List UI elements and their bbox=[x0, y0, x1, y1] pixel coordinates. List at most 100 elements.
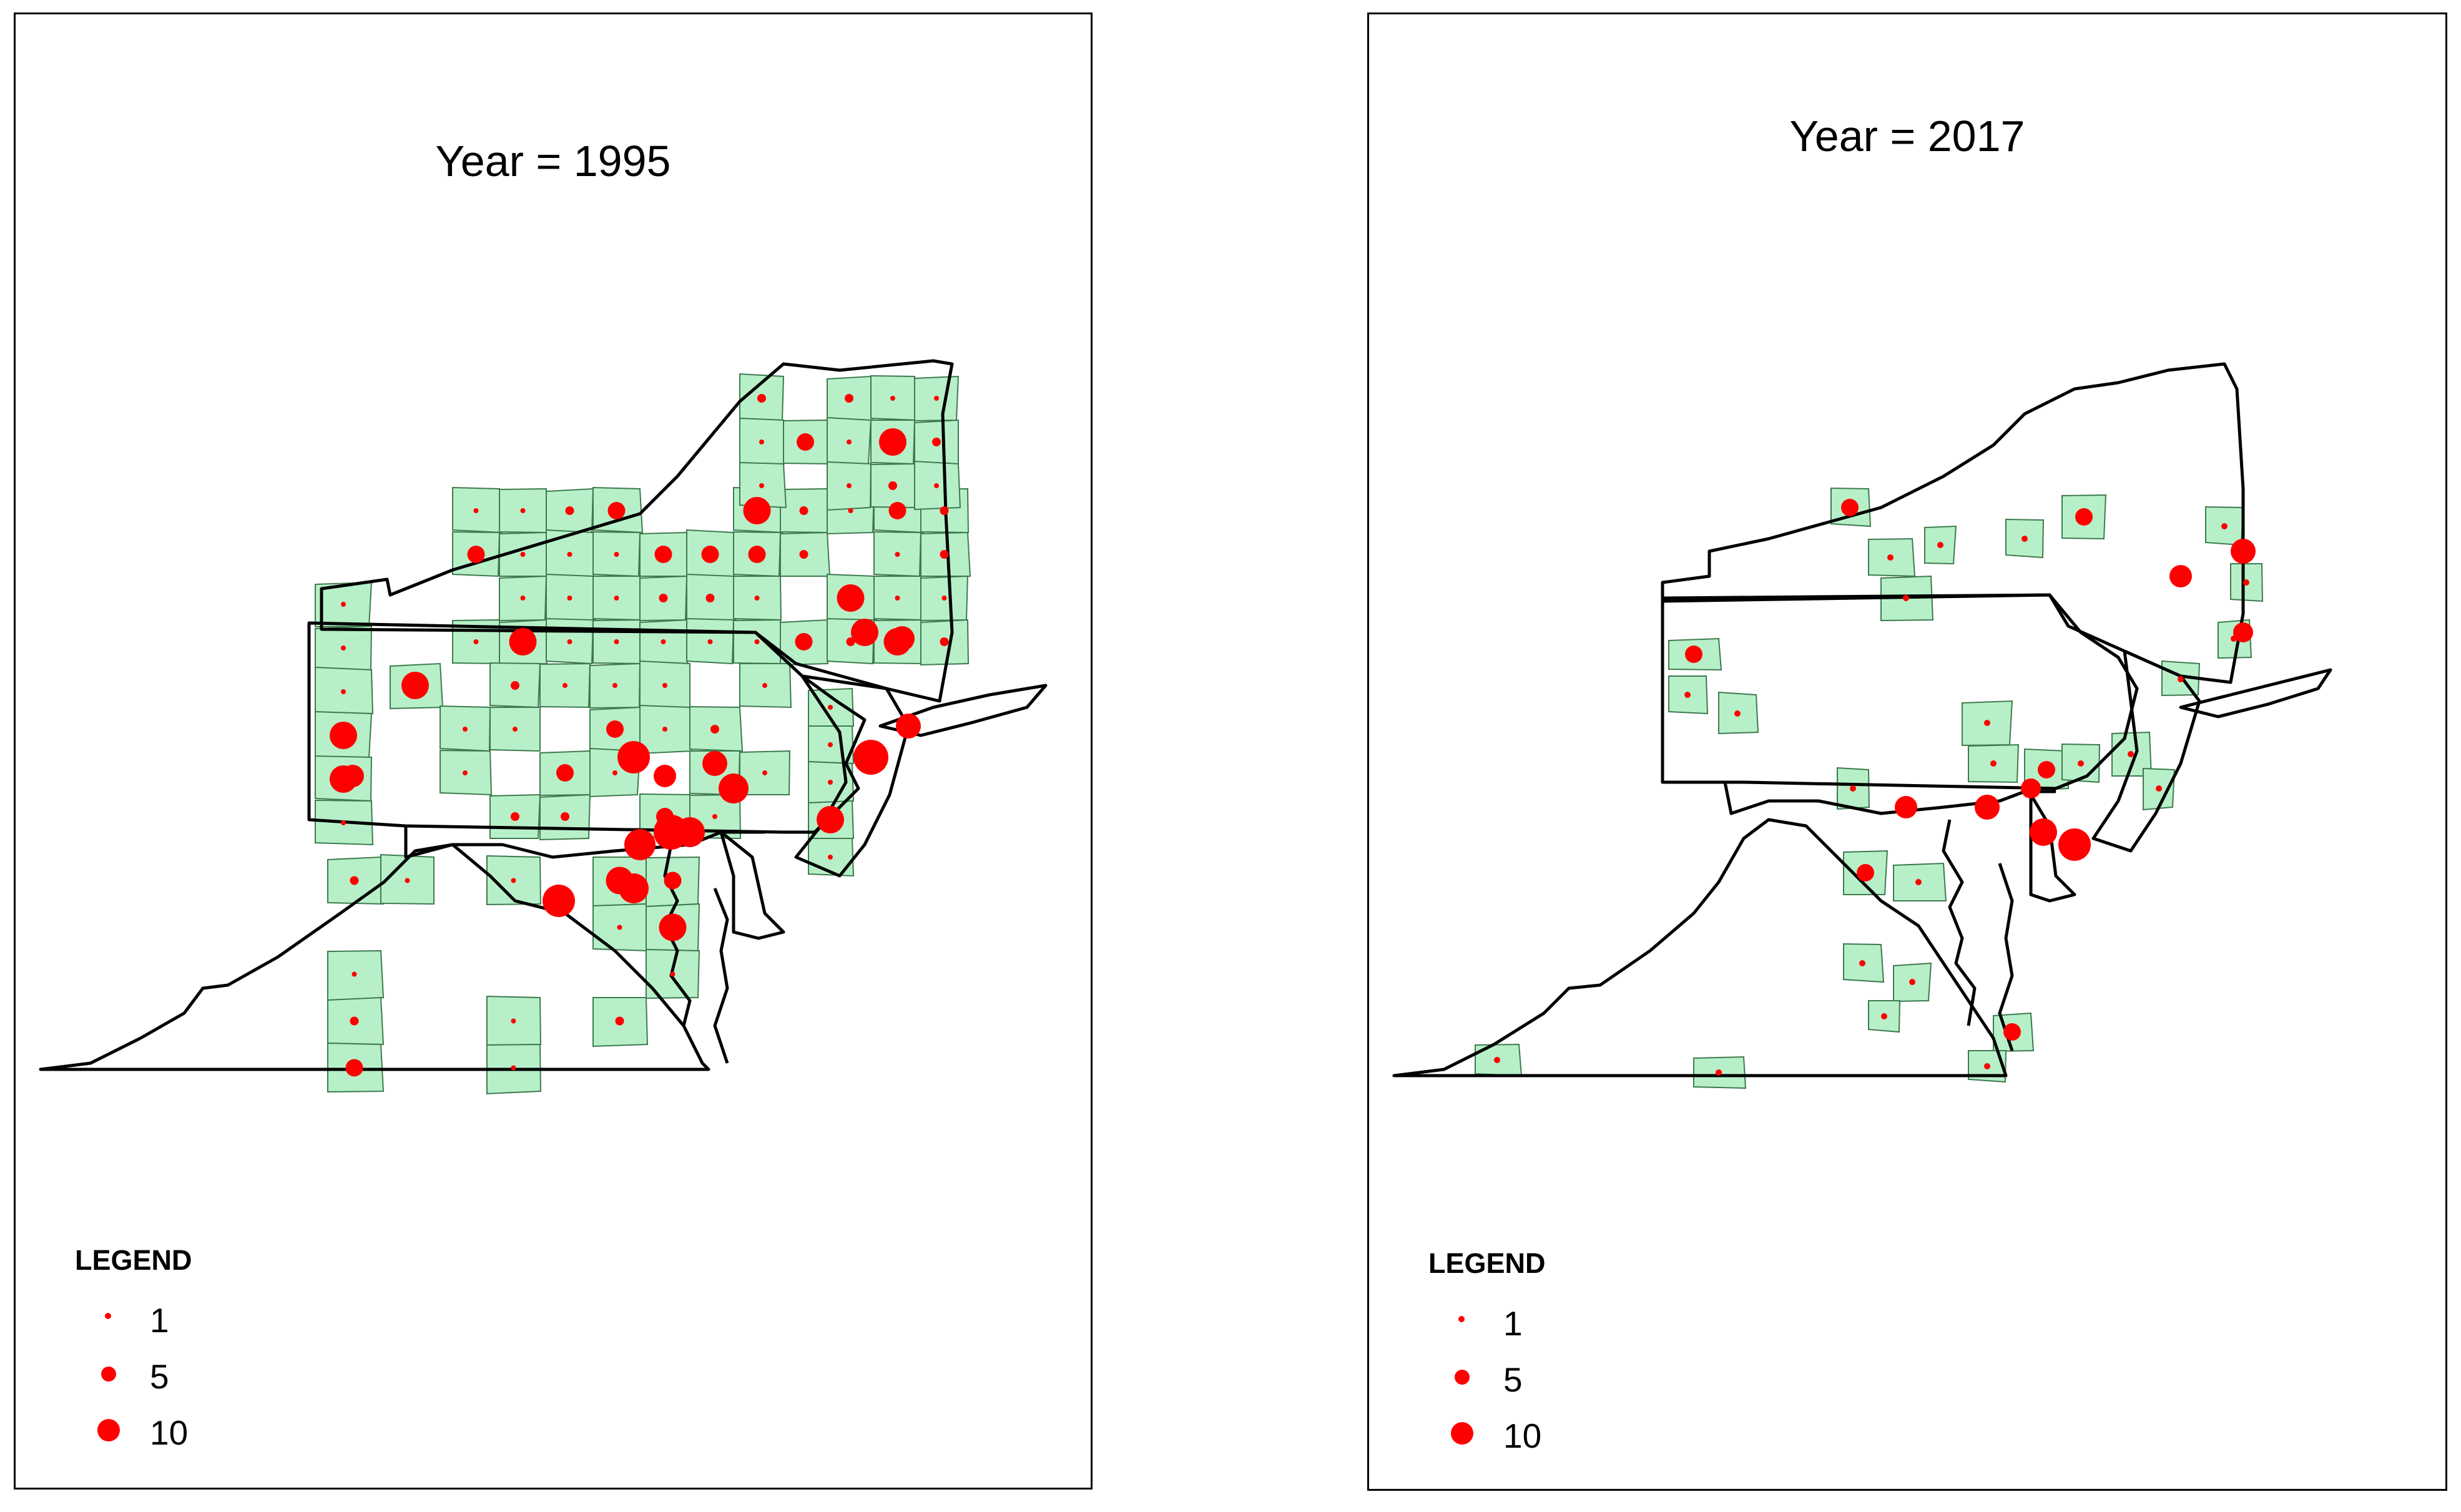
count-dot bbox=[556, 764, 574, 782]
state-outline-virginia bbox=[39, 843, 710, 1071]
count-dot bbox=[567, 596, 572, 601]
count-dot bbox=[520, 596, 526, 601]
count-dot bbox=[828, 780, 833, 785]
count-dot bbox=[1915, 879, 1922, 885]
count-dot bbox=[853, 740, 888, 775]
count-dot bbox=[848, 508, 853, 513]
legend: LEGEND 1 5 10 bbox=[1428, 1247, 1546, 1466]
count-dot bbox=[932, 438, 941, 446]
count-dot bbox=[659, 594, 668, 602]
count-dot bbox=[879, 428, 906, 456]
count-dot bbox=[2075, 508, 2093, 526]
count-dot bbox=[654, 765, 676, 787]
count-dot bbox=[1990, 760, 1997, 767]
count-dot bbox=[670, 971, 675, 977]
state-outline-long-island bbox=[878, 684, 1048, 737]
count-dot bbox=[2021, 536, 2028, 542]
legend-dot-icon bbox=[105, 1313, 111, 1319]
count-dot bbox=[612, 770, 617, 775]
count-dot bbox=[617, 741, 650, 773]
count-dot bbox=[624, 829, 656, 860]
count-dot bbox=[1984, 720, 1990, 726]
legend-dot-icon bbox=[1458, 1316, 1465, 1322]
count-dot bbox=[1895, 796, 1917, 818]
count-dot bbox=[2221, 523, 2228, 529]
state-outline-delaware bbox=[719, 830, 785, 940]
count-dot bbox=[896, 714, 921, 739]
count-dot bbox=[659, 913, 687, 941]
count-dot bbox=[1859, 960, 1865, 966]
count-dot bbox=[405, 878, 410, 883]
count-dot bbox=[817, 806, 844, 833]
legend-label: 5 bbox=[150, 1357, 169, 1396]
count-dot bbox=[1903, 595, 1909, 601]
count-dot bbox=[350, 876, 359, 885]
count-dot bbox=[617, 925, 622, 930]
count-dot bbox=[615, 1016, 624, 1026]
count-dot bbox=[759, 439, 764, 444]
count-dot bbox=[513, 727, 518, 732]
count-dot bbox=[940, 550, 949, 559]
legend-dot-icon bbox=[97, 1419, 120, 1441]
chesapeake-coastline bbox=[1942, 819, 2014, 1051]
legend-dot-icon bbox=[1451, 1422, 1473, 1445]
state-outline-new-jersey bbox=[2091, 649, 2201, 853]
region-map bbox=[39, 359, 1048, 1095]
count-dot bbox=[1685, 646, 1702, 663]
count-dot bbox=[2233, 622, 2253, 642]
count-dot bbox=[895, 552, 900, 557]
count-dot bbox=[1975, 795, 2000, 820]
legend-item: 10 bbox=[75, 1406, 192, 1463]
count-dot bbox=[511, 1065, 516, 1071]
count-dot bbox=[743, 497, 771, 524]
count-dot bbox=[2156, 785, 2162, 792]
count-dot bbox=[614, 639, 619, 644]
count-dot bbox=[1494, 1057, 1500, 1063]
legend-title: LEGEND bbox=[75, 1244, 192, 1276]
count-dot bbox=[520, 552, 526, 557]
legend-item: 1 bbox=[75, 1294, 192, 1350]
count-dot bbox=[567, 552, 572, 557]
state-outline-new-york bbox=[1661, 362, 2245, 684]
count-dot bbox=[662, 683, 667, 688]
count-dot bbox=[1881, 1013, 1887, 1019]
state-outline-pennsylvania bbox=[307, 621, 867, 834]
region-map bbox=[1392, 362, 2332, 1089]
count-dot bbox=[707, 639, 713, 644]
count-dot bbox=[705, 594, 715, 602]
count-dot bbox=[561, 812, 569, 821]
count-dot bbox=[614, 596, 619, 601]
count-dot bbox=[934, 483, 939, 488]
count-dot bbox=[940, 506, 949, 515]
count-dot bbox=[619, 873, 649, 903]
legend-item: 10 bbox=[1428, 1410, 1546, 1466]
count-dot bbox=[890, 626, 915, 651]
count-dot bbox=[1887, 554, 1894, 561]
count-dot bbox=[565, 506, 574, 515]
count-dot bbox=[351, 971, 357, 977]
state-boundaries bbox=[1392, 362, 2332, 1078]
county-layer bbox=[1475, 487, 2264, 1089]
count-dot bbox=[606, 720, 624, 738]
count-dot bbox=[934, 396, 939, 401]
count-dot bbox=[762, 683, 767, 688]
count-dot bbox=[828, 705, 833, 710]
legend-dot-icon bbox=[1455, 1370, 1470, 1385]
count-dot bbox=[1850, 785, 1856, 792]
count-dot bbox=[702, 751, 727, 776]
count-dot bbox=[341, 646, 346, 650]
count-dot bbox=[341, 602, 346, 607]
count-dot bbox=[828, 855, 833, 860]
dot-layer bbox=[330, 394, 949, 1077]
count-dot bbox=[2030, 818, 2057, 846]
count-dot bbox=[661, 639, 666, 644]
count-dot bbox=[614, 552, 619, 557]
count-dot bbox=[847, 439, 852, 444]
count-dot bbox=[2078, 760, 2084, 767]
state-outline-new-york bbox=[320, 359, 954, 703]
legend-title: LEGEND bbox=[1428, 1247, 1546, 1279]
count-dot bbox=[851, 619, 878, 646]
map-panel-2017: Year = 2017 LEGEND 1 5 10 bbox=[1367, 12, 2447, 1491]
count-dot bbox=[1937, 542, 1943, 548]
map-panel-1995: Year = 1995 LEGEND 1 5 bbox=[14, 12, 1093, 1490]
